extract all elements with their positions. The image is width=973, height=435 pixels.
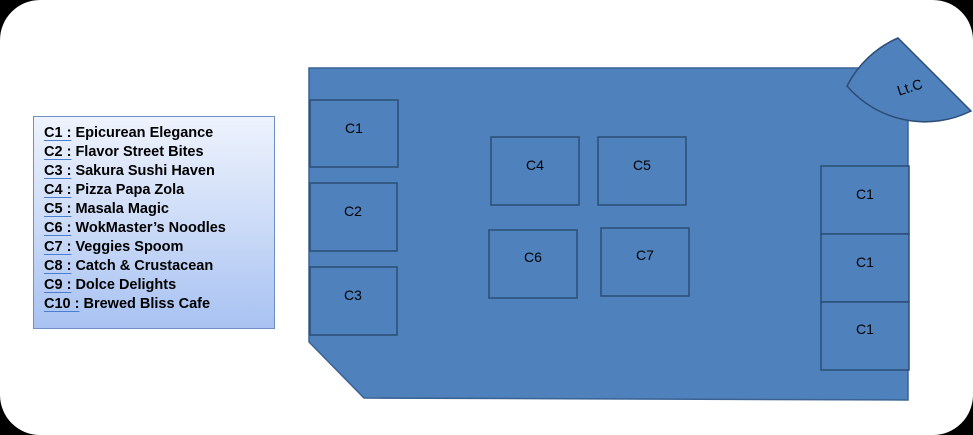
booth-left-bottom[interactable]: C3: [310, 267, 397, 335]
booth-center-bottom-right[interactable]: C7: [601, 228, 689, 296]
booth-label: C5: [633, 157, 651, 173]
booth-label: C6: [524, 249, 542, 265]
booth-right-middle[interactable]: C1: [821, 234, 909, 302]
booth-label: C7: [636, 247, 654, 263]
booth-left-top[interactable]: C1: [310, 100, 398, 167]
booth-label: C2: [344, 203, 362, 219]
booth-label: C4: [526, 157, 544, 173]
booth-center-top-left[interactable]: C4: [491, 137, 579, 205]
booth-left-middle[interactable]: C2: [310, 183, 397, 251]
booth-center-bottom-left[interactable]: C6: [489, 230, 577, 298]
booth-right-top[interactable]: C1: [821, 166, 909, 234]
booth-label: C1: [856, 186, 874, 202]
booth-right-bottom[interactable]: C1: [821, 302, 909, 370]
booth-label: C1: [856, 321, 874, 337]
booth-label: C3: [344, 287, 362, 303]
booth-label: C1: [856, 254, 874, 270]
booth-label: C1: [345, 120, 363, 136]
booth-center-top-right[interactable]: C5: [598, 137, 686, 205]
